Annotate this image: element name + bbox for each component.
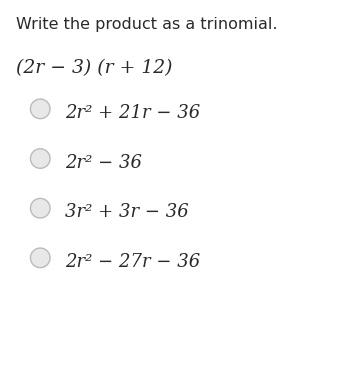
Text: 2r² − 27r − 36: 2r² − 27r − 36 [65,253,200,271]
Text: 2r² + 21r − 36: 2r² + 21r − 36 [65,104,200,122]
Ellipse shape [30,99,50,119]
Text: (2r − 3) (r + 12): (2r − 3) (r + 12) [16,59,172,77]
Text: 2r² − 36: 2r² − 36 [65,154,142,172]
Ellipse shape [30,248,50,268]
Text: Write the product as a trinomial.: Write the product as a trinomial. [16,17,277,32]
Text: 3r² + 3r − 36: 3r² + 3r − 36 [65,203,189,221]
Ellipse shape [30,198,50,218]
Ellipse shape [30,149,50,168]
